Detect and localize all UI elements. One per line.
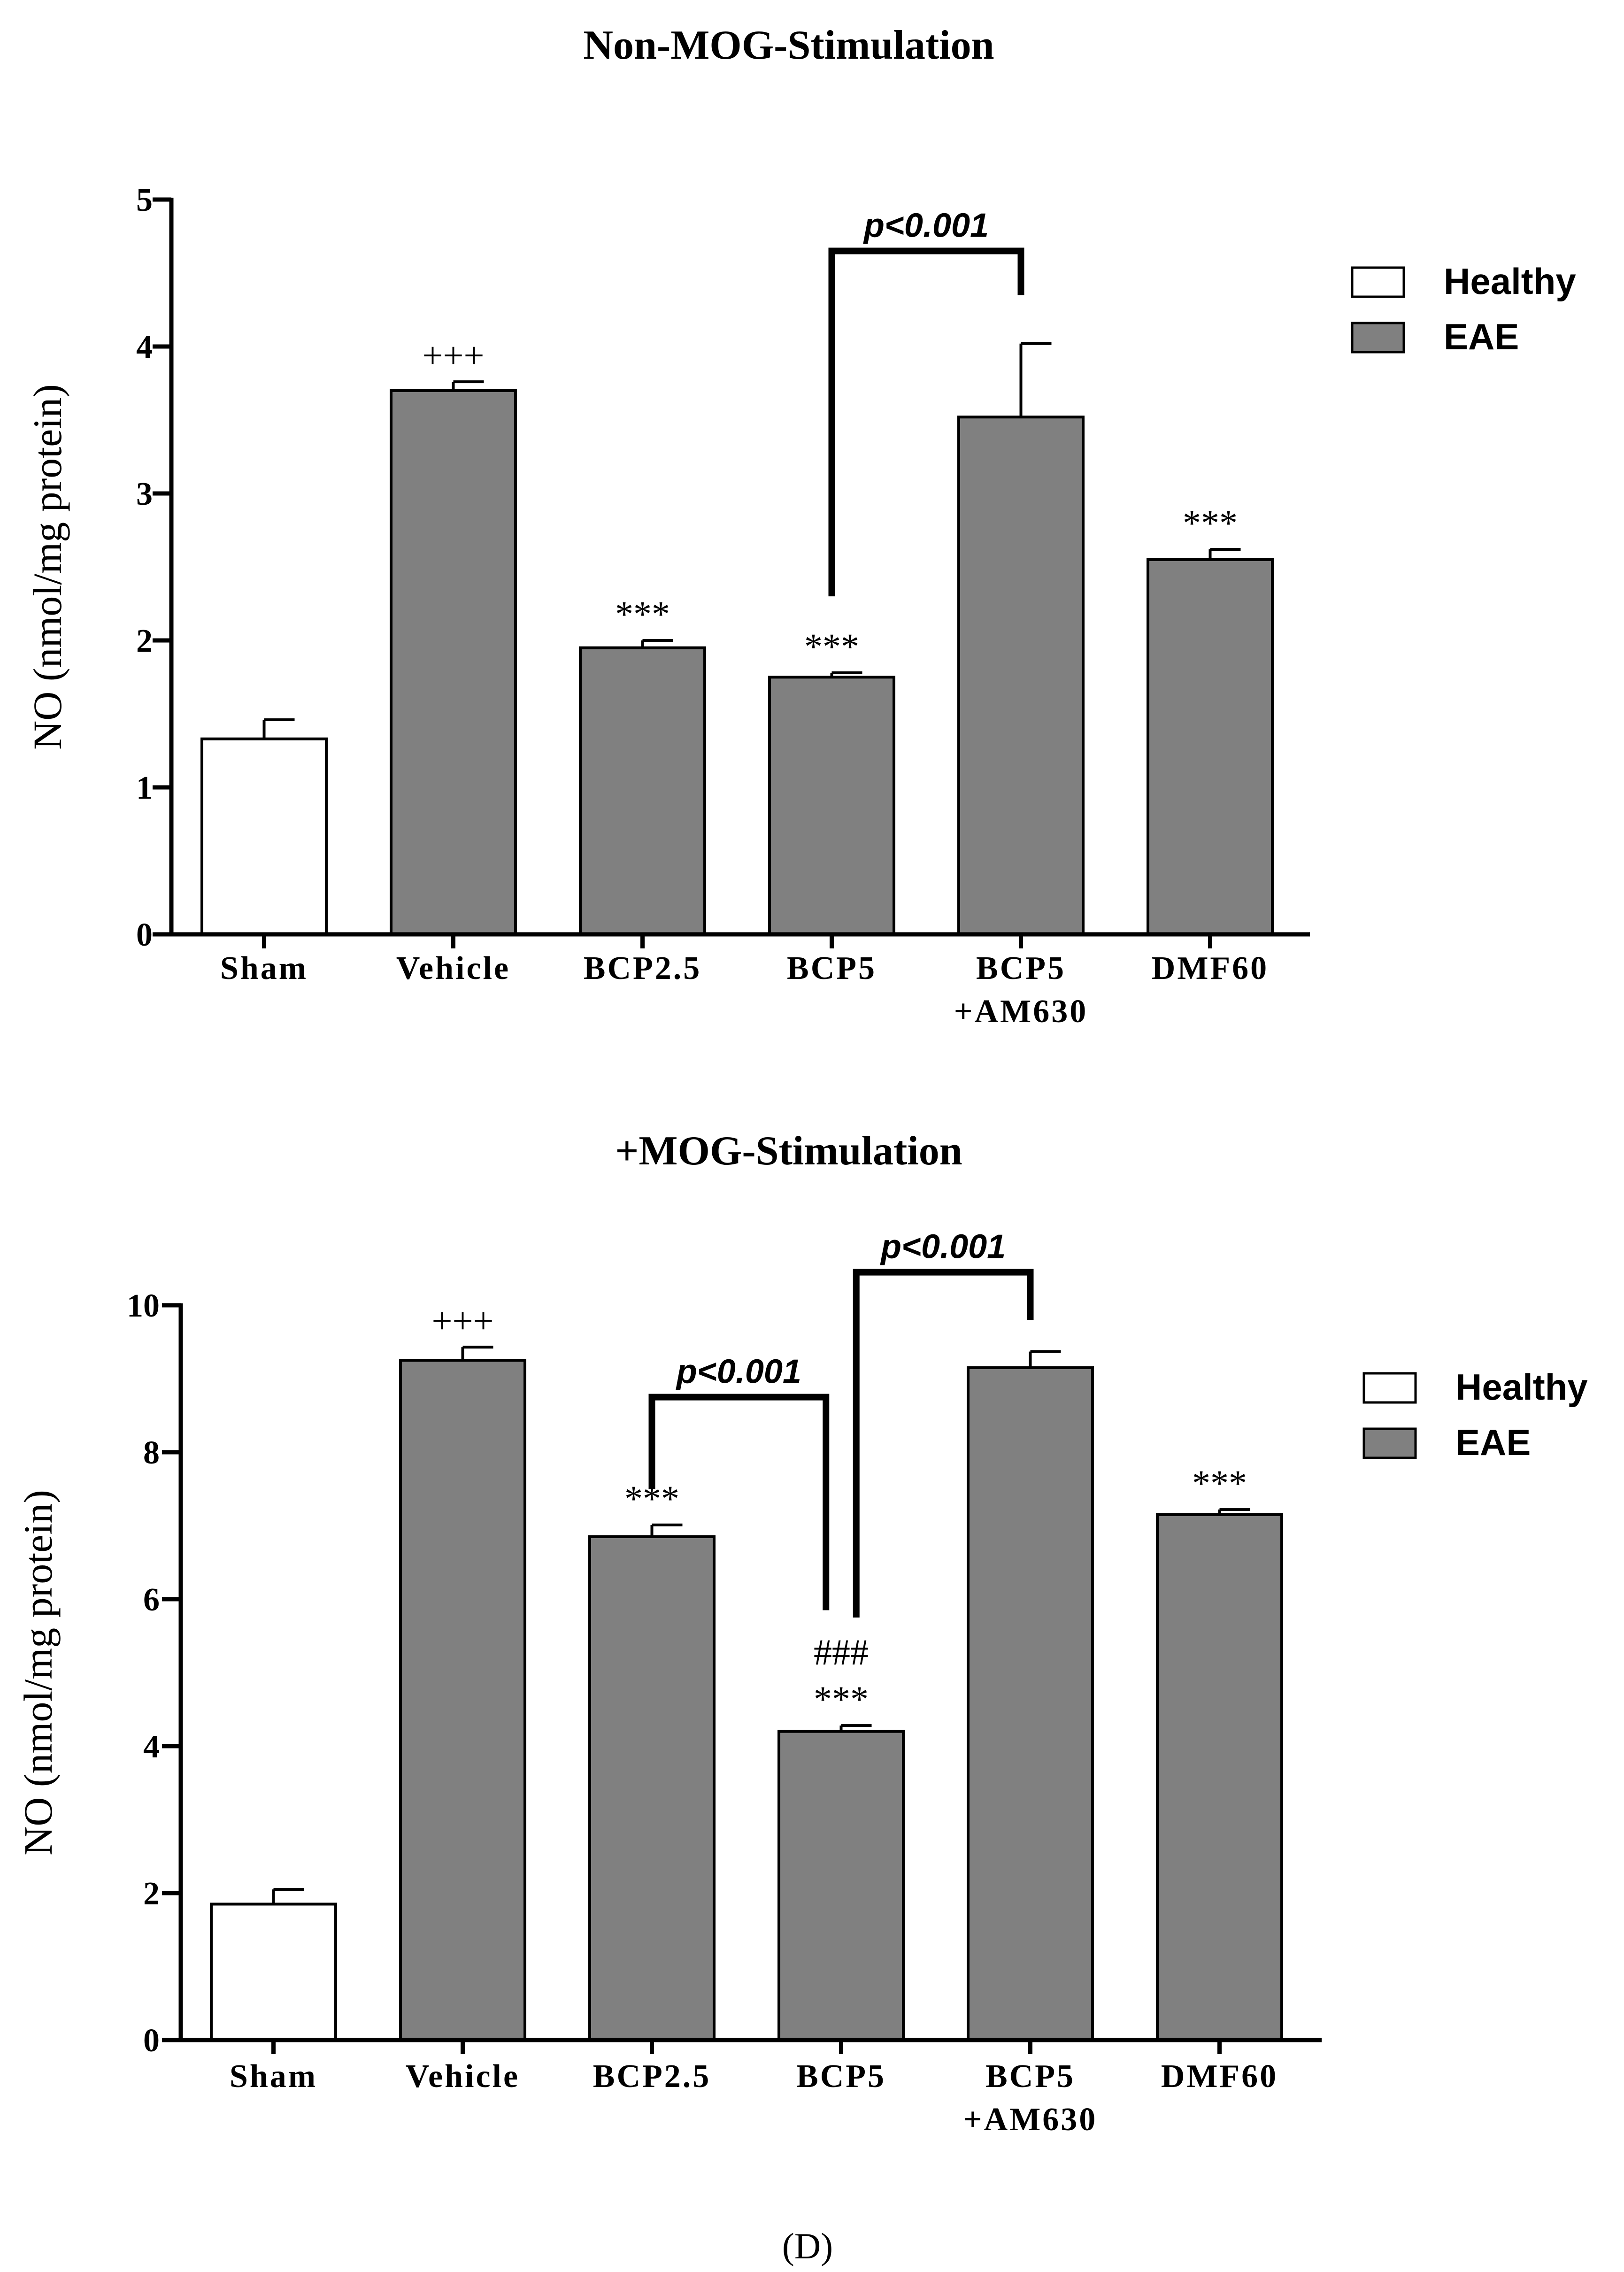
y-tick-label: 2 (143, 1876, 160, 1912)
y-tick-label: 4 (136, 329, 153, 365)
x-tick-label: BCP5 (985, 2058, 1075, 2095)
significance-label: *** (1192, 1463, 1247, 1503)
significance-label: +++ (423, 335, 485, 376)
legend-label: Healthy (1444, 261, 1576, 302)
legend-swatch (1351, 266, 1405, 298)
x-tick-label: BCP5 (976, 950, 1066, 986)
bar (967, 1366, 1094, 2041)
chart-plus-mog: +MOG-Stimulation NO (nmol/mg protein) 0 2 4 6… (15, 1128, 1588, 2138)
x-tick-label: +AM630 (963, 2102, 1098, 2138)
p-value-label: p<0.001 (880, 1228, 1006, 1266)
significance-bracket (853, 1269, 1034, 1618)
significance-label: *** (804, 626, 859, 667)
bar (777, 1730, 905, 2041)
y-axis-label: NO (nmol/mg protein) (15, 1490, 61, 1856)
bar (1156, 1513, 1283, 2041)
x-tick-label: Sham (230, 2058, 317, 2095)
x-tick-label: DMF60 (1161, 2058, 1278, 2095)
y-tick-label: 1 (136, 770, 153, 806)
x-tick-label: BCP2.5 (584, 950, 702, 986)
x-tick-label: Vehicle (396, 950, 510, 986)
x-tick-label: Vehicle (406, 2058, 520, 2095)
significance-bracket (648, 1394, 830, 1610)
x-tick-label: BCP5 (796, 2058, 886, 2095)
y-tick-label: 8 (143, 1435, 160, 1471)
bar (390, 389, 517, 936)
bar (200, 737, 328, 936)
x-tick-label: BCP2.5 (593, 2058, 711, 2095)
p-value-label: p<0.001 (676, 1353, 801, 1391)
y-tick-label: 0 (143, 2023, 160, 2059)
x-tick-label: BCP5 (787, 950, 877, 986)
bar (579, 646, 706, 936)
legend-swatch (1362, 1372, 1417, 1404)
bar (210, 1902, 337, 2042)
chart-title: Non-MOG-Stimulation (583, 23, 994, 68)
chart-non-mog: Non-MOG-Stimulation NO (nmol/mg protein) 0… (25, 23, 1576, 1030)
significance-label: +++ (432, 1300, 494, 1341)
legend-swatch (1362, 1427, 1417, 1459)
y-tick-label: 6 (143, 1582, 160, 1618)
y-tick-label: 2 (136, 623, 153, 659)
y-tick-label: 4 (143, 1729, 160, 1765)
bar (768, 676, 895, 936)
y-axis-label: NO (nmol/mg protein) (25, 384, 70, 750)
x-tick-label: DMF60 (1152, 950, 1269, 986)
legend-label: EAE (1444, 316, 1519, 357)
figure-label: (D) (782, 2226, 833, 2266)
significance-label: *** (814, 1679, 869, 1719)
bar (588, 1535, 716, 2042)
y-tick-label: 3 (136, 476, 153, 512)
significance-label: ### (814, 1632, 869, 1672)
legend-label: EAE (1455, 1422, 1531, 1463)
y-tick-label: 10 (127, 1288, 160, 1324)
legend-swatch (1351, 322, 1405, 354)
bar (399, 1359, 526, 2041)
p-value-label: p<0.001 (863, 207, 989, 245)
x-tick-label: Sham (220, 950, 308, 986)
y-tick-label: 0 (136, 917, 153, 953)
y-tick-label: 5 (136, 182, 153, 218)
bar (1147, 558, 1274, 936)
x-tick-label: +AM630 (954, 994, 1088, 1030)
significance-label: *** (1183, 502, 1238, 543)
legend-label: Healthy (1455, 1366, 1588, 1408)
significance-label: *** (615, 593, 670, 634)
significance-bracket (828, 247, 1024, 597)
bar (957, 416, 1085, 936)
chart-title: +MOG-Stimulation (615, 1128, 962, 1174)
